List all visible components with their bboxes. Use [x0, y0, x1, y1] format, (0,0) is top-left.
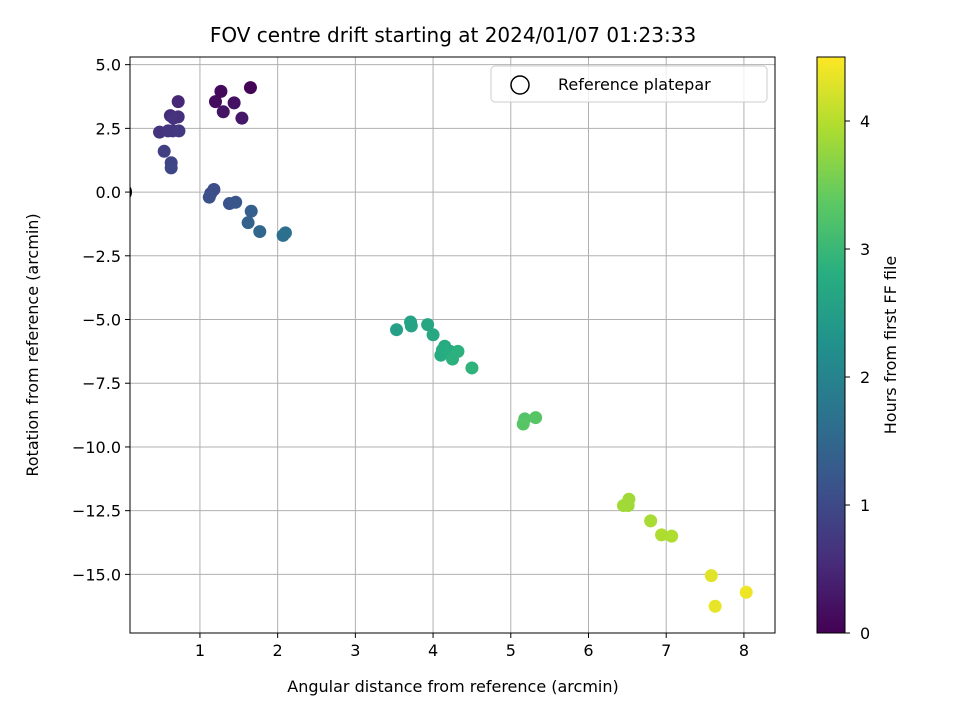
scatter-point [739, 585, 753, 599]
x-tick-label: 3 [350, 641, 360, 660]
y-axis-ticks: 5.0 2.5 0.0 −2.5 −5.0 −7.5 −10.0 −12.5 −15.0 [72, 56, 130, 584]
scatter-point [214, 84, 228, 98]
y-tick-label: −12.5 [72, 502, 121, 521]
scatter-point [171, 95, 185, 109]
y-tick-label: 0.0 [96, 183, 121, 202]
y-axis-label: Rotation from reference (arcmin) [23, 213, 42, 476]
colorbar-tick-label: 0 [860, 624, 870, 643]
scatter-point [465, 361, 479, 375]
scatter-point [235, 111, 249, 125]
scatter-point [644, 514, 658, 528]
scatter-point [157, 144, 171, 158]
y-tick-label: 2.5 [96, 119, 121, 138]
x-tick-label: 2 [273, 641, 283, 660]
x-tick-label: 1 [195, 641, 205, 660]
plot-frame [129, 56, 776, 634]
x-tick-label: 8 [739, 641, 749, 660]
scatter-point [164, 161, 178, 175]
colorbar-tick-label: 1 [860, 496, 870, 515]
scatter-point [172, 124, 186, 138]
x-tick-label: 6 [583, 641, 593, 660]
scatter-point [216, 105, 230, 119]
chart-title: FOV centre drift starting at 2024/01/07 … [210, 23, 696, 47]
colorbar-tick-label: 2 [860, 368, 870, 387]
scatter-point [529, 411, 543, 425]
data-points [153, 81, 753, 613]
colorbar: 0 1 2 3 4 Hours from first FF file [816, 56, 900, 643]
legend-label-reference-platepar: Reference platepar [558, 75, 711, 94]
scatter-point [167, 111, 181, 125]
y-tick-label: −10.0 [72, 438, 121, 457]
y-tick-label: 5.0 [96, 56, 121, 75]
scatter-point [655, 528, 669, 542]
scatter-point [227, 96, 241, 110]
scatter-point [244, 204, 258, 218]
y-tick-label: −7.5 [82, 374, 121, 393]
y-tick-label: −5.0 [82, 311, 121, 330]
x-tick-label: 7 [661, 641, 671, 660]
scatter-point [621, 499, 635, 513]
reference-platepar-marker [130, 186, 132, 198]
x-axis-ticks: 1 2 3 4 5 6 7 8 [195, 633, 749, 660]
reference-layer [130, 186, 132, 198]
scatter-point [421, 318, 435, 332]
x-tick-label: 4 [428, 641, 438, 660]
scatter-point [708, 599, 722, 613]
scatter-point [208, 95, 222, 109]
legend-box [490, 65, 768, 103]
scatter-point [241, 216, 255, 230]
scatter-point [704, 569, 718, 583]
colorbar-tick-label: 3 [860, 240, 870, 259]
scatter-point [665, 529, 679, 543]
legend: Reference platepar [490, 65, 768, 103]
colorbar-gradient [816, 56, 846, 634]
x-tick-label: 5 [506, 641, 516, 660]
scatter-point [404, 319, 418, 333]
scatter-point [390, 323, 404, 337]
scatter-point [253, 225, 267, 239]
scatter-point [278, 226, 292, 240]
scatter-point [229, 195, 243, 209]
grid [130, 57, 775, 633]
y-tick-label: −15.0 [72, 565, 121, 584]
scatter-point [516, 417, 530, 431]
colorbar-label: Hours from first FF file [881, 256, 900, 435]
y-tick-label: −2.5 [82, 247, 121, 266]
colorbar-tick-label: 4 [860, 112, 870, 131]
x-axis-label: Angular distance from reference (arcmin) [287, 677, 618, 696]
scatter-point [243, 81, 257, 95]
legend-marker-reference-platepar [510, 75, 530, 95]
scatter-point [202, 190, 216, 204]
scatter-point [426, 328, 440, 342]
colorbar-ticks: 0 1 2 3 4 [845, 112, 870, 643]
scatter-point [446, 352, 459, 366]
